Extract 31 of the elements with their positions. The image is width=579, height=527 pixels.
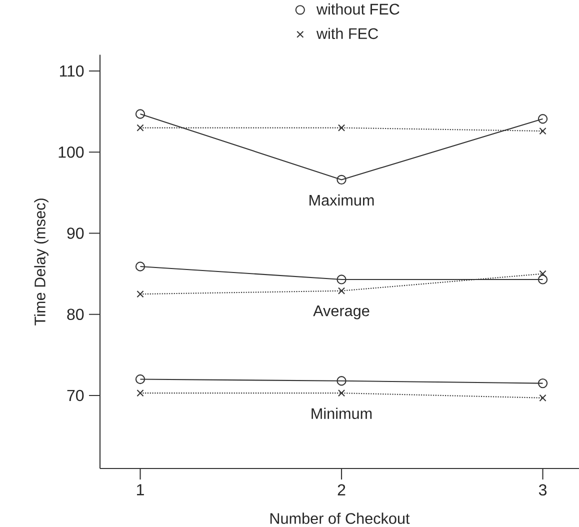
y-tick-label: 80: [67, 308, 84, 320]
x-axis-title: Number of Checkout: [270, 512, 410, 524]
point: [336, 274, 346, 284]
annotation: Minimum: [312, 408, 372, 420]
point: [338, 389, 346, 397]
point: [539, 127, 546, 135]
annotation: Average: [313, 306, 370, 320]
y-tick-label: 110: [60, 65, 84, 77]
point: [136, 124, 144, 132]
y-tick-label: 100: [58, 146, 84, 158]
point: [338, 287, 346, 294]
point: [136, 389, 144, 397]
annotation: Maximum: [310, 194, 374, 206]
x-tick-label: 2: [338, 484, 346, 496]
x-tick-label: 3: [538, 484, 547, 496]
point: [136, 290, 144, 298]
point: [336, 376, 346, 386]
legend-label: without FEC: [316, 3, 400, 15]
y-tick-label: 90: [67, 228, 84, 239]
x-tick-label: 1: [137, 484, 144, 496]
point: [538, 114, 548, 124]
point: [336, 174, 346, 185]
legend-label: with FEC: [316, 28, 378, 40]
point: [135, 109, 146, 119]
point: [338, 124, 346, 132]
point: [135, 374, 146, 384]
point: [135, 262, 146, 272]
y-axis-title: Time Delay (msec): [34, 198, 48, 326]
point: [539, 394, 546, 402]
y-tick-label: 70: [67, 390, 84, 402]
point: [538, 378, 548, 388]
